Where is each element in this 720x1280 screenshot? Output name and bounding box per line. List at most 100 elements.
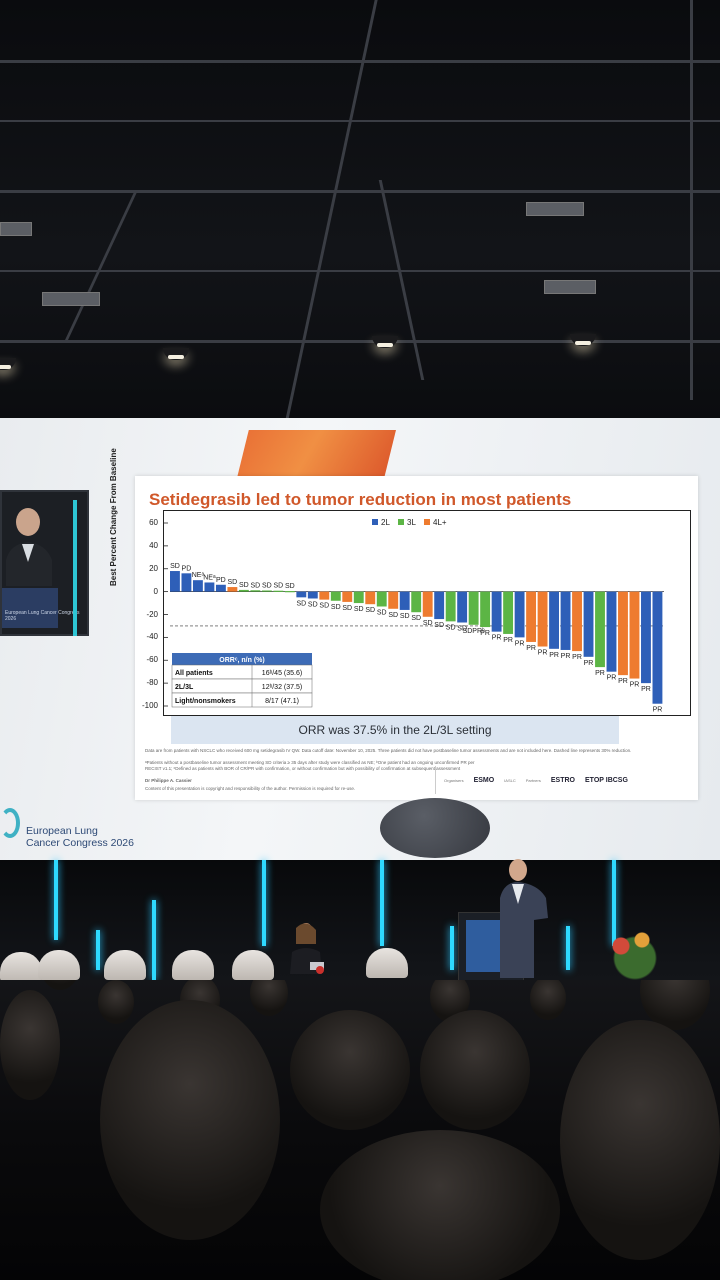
orr-table-row-label: 2L/3L [175, 684, 194, 691]
footnote-2: ᵃPatients without a postbaseline tumor a… [145, 760, 475, 771]
waterfall-bar [445, 591, 456, 622]
chart-y-axis-label: Best Percent Change From Baseline [109, 448, 118, 586]
bar-response-label: SD [365, 607, 375, 614]
y-tick-label: 60 [149, 518, 158, 527]
waterfall-bar [399, 591, 410, 610]
waterfall-bar [491, 591, 502, 632]
y-tick-label: 0 [153, 586, 158, 596]
bar-response-label: PR [480, 630, 490, 637]
waterfall-bar [641, 591, 651, 684]
bar-response-label: SD [423, 620, 433, 627]
waterfall-bar [457, 591, 468, 623]
footnote-1: Data are from patients with NSCLC who re… [145, 748, 632, 753]
bar-response-label: SD [388, 612, 398, 619]
bar-response-label: SD [170, 563, 180, 570]
inset-podium [2, 588, 58, 628]
bar-response-label: PD [216, 577, 226, 584]
waterfall-bar [273, 590, 284, 592]
bar-response-label: SD [354, 606, 364, 613]
waterfall-bar [170, 571, 180, 592]
waterfall-bar [215, 584, 226, 592]
waterfall-bar [319, 591, 330, 600]
congress-name-line2: Cancer Congress 2026 [26, 837, 134, 849]
partner-logo-etop: ETOP IBCSG [585, 776, 628, 784]
waterfall-bar [572, 591, 582, 652]
y-tick-label: -60 [146, 655, 158, 665]
bar-response-label: PR [549, 652, 559, 659]
waterfall-bar [307, 591, 318, 599]
bar-response-label: SD [262, 582, 272, 589]
waterfall-bar [365, 591, 376, 605]
congress-logo-icon [0, 808, 20, 838]
ceiling-truss [285, 0, 378, 420]
bar-response-label: SD [457, 626, 467, 633]
bar-response-label: SD [296, 600, 306, 607]
legend-label: 3L [407, 518, 416, 527]
waterfall-bar [342, 591, 353, 602]
ceiling [0, 0, 720, 420]
slide-author: Dr Philippe A. Cassier [145, 778, 192, 783]
waterfall-bar [411, 591, 422, 613]
stage-led-bar [612, 860, 616, 946]
waterfall-bar [261, 590, 272, 592]
waterfall-bar [468, 591, 479, 625]
orr-table-row-label: Light/nonsmokers [175, 698, 236, 705]
stage-led-bar [152, 900, 156, 980]
bar-response-label: PR [641, 686, 651, 693]
ceiling-truss [378, 180, 425, 380]
stage-chair [232, 950, 274, 980]
ceiling-truss [690, 0, 693, 400]
organiser-logo-iaslc: IASLC [504, 777, 516, 783]
orr-table-header: ORRᶜ, n/n (%) [219, 657, 264, 664]
ceiling-vent [0, 222, 32, 236]
y-tick-label: -40 [146, 632, 158, 642]
waterfall-bar [204, 582, 215, 592]
ceiling-vent [526, 202, 584, 216]
slide-title: Setidegrasib led to tumor reduction in m… [149, 490, 572, 509]
waterfall-bar [606, 591, 617, 672]
waterfall-bar [181, 573, 192, 592]
bar-response-label: SD [434, 622, 444, 629]
stage-led-bar [262, 860, 266, 946]
waterfall-bar [514, 591, 525, 638]
waterfall-bar [296, 591, 307, 598]
bar-response-label: PD [182, 565, 192, 572]
waterfall-bar [376, 591, 387, 607]
orr-table-row [171, 692, 313, 708]
stage-chair [172, 950, 214, 980]
stage-chair [104, 950, 146, 980]
waterfall-bar [434, 591, 445, 620]
orr-table-row-label: All patients [175, 670, 213, 677]
stage-chair [0, 952, 42, 982]
bar-response-label: SD [411, 615, 421, 622]
presentation-slide: Setidegrasib led to tumor reduction in m… [109, 448, 698, 800]
ceiling-truss [65, 190, 138, 340]
bar-response-label: SD [400, 613, 410, 620]
bar-response-label: SD [319, 603, 329, 610]
audience-head [98, 980, 134, 1024]
waterfall-bar [388, 591, 399, 609]
ceiling-vent [544, 280, 596, 294]
legend-swatch [398, 519, 404, 525]
stage-chair [38, 950, 80, 980]
bar-response-label: PR [572, 654, 582, 661]
bar-response-label: PR [618, 678, 628, 685]
bar-response-label: NEᵃ [192, 572, 205, 579]
legend-swatch [372, 519, 378, 525]
bar-response-label: SD [331, 604, 341, 611]
bar-response-label: PR [653, 707, 663, 714]
waterfall-bar [537, 591, 548, 647]
waterfall-bar [192, 580, 203, 592]
waterfall-bar [503, 591, 514, 634]
audience-head [560, 1020, 720, 1260]
legend-swatch [424, 519, 430, 525]
stage-led-bar [566, 926, 570, 970]
y-tick-label: -80 [146, 678, 158, 688]
organisers-label: Organisers [444, 777, 464, 783]
bar-response-label: PR [595, 670, 605, 677]
y-tick-label: -20 [146, 609, 158, 619]
ceiling-truss [0, 270, 720, 272]
orr-summary-banner: ORR was 37.5% in the 2L/3L setting [171, 716, 619, 744]
audience-head [530, 980, 566, 1020]
waterfall-bar [629, 591, 640, 679]
